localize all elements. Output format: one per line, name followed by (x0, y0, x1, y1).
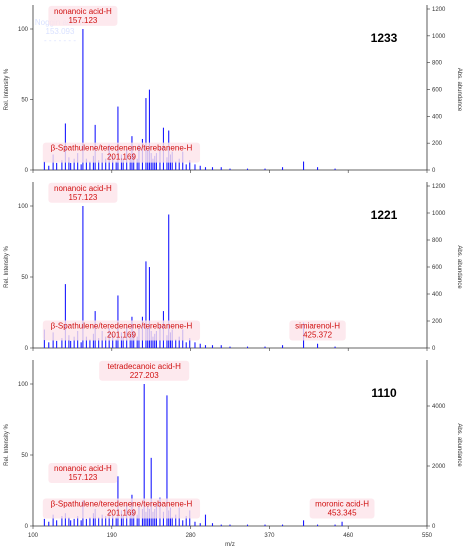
y-right-tick-label: 0 (432, 168, 436, 174)
y-left-axis-title: Rel. Intensity % (4, 68, 10, 110)
x-tick-label: 460 (343, 533, 354, 539)
y-right-tick-label: 0 (432, 524, 436, 530)
annotation-mz-value: 227.203 (130, 371, 159, 380)
y-left-tick-label: 0 (25, 168, 29, 174)
y-left-tick-label: 50 (21, 98, 28, 104)
annotation-compound-name: β-Spathulene/teredenene/terebanene-H (51, 500, 193, 509)
y-left-tick-label: 0 (25, 524, 29, 530)
x-tick-label: 100 (28, 533, 39, 539)
y-left-tick-label: 100 (18, 382, 29, 388)
x-tick-label: 190 (107, 533, 118, 539)
annotation-compound-name: simiarenol-H (295, 322, 340, 331)
y-right-tick-label: 0 (432, 346, 436, 352)
annotation-label-bg (48, 5, 118, 26)
y-right-tick-label: 400 (432, 292, 443, 298)
annotation-compound-name: nonanoic acid-H (54, 184, 112, 193)
annotation-compound-name: nonanoic acid-H (54, 464, 112, 473)
y-right-axis-title: Abs. abundance (456, 68, 462, 112)
faded-label-text: 153.093 (46, 27, 75, 36)
y-right-tick-label: 4000 (432, 404, 446, 410)
x-tick-label: 550 (422, 533, 433, 539)
x-axis-title: m/z (225, 542, 235, 548)
y-right-tick-label: 600 (432, 88, 443, 94)
y-left-axis-title: Rel. Intensity % (4, 245, 10, 287)
annotation-mz-value: 157.123 (68, 193, 97, 202)
annotation-mz-value: 157.123 (68, 473, 97, 482)
faded-label-text: - - - - - - - (44, 36, 76, 45)
annotation-compound-name: nonanoic acid-H (54, 7, 112, 16)
y-right-axis-title: Abs. abundance (456, 245, 462, 289)
annotation-compound-name: β-Spathulene/teredenene/terebanene-H (51, 144, 193, 153)
annotation-compound-name: β-Spathulene/teredenene/terebanene-H (51, 322, 193, 331)
y-right-tick-label: 600 (432, 265, 443, 271)
y-right-tick-label: 2000 (432, 464, 446, 470)
annotation-label-bg (289, 320, 346, 341)
annotation-mz-value: 157.123 (68, 16, 97, 25)
y-right-axis-title: Abs. abundance (456, 423, 462, 467)
y-left-tick-label: 50 (21, 275, 28, 281)
y-right-tick-label: 200 (432, 319, 443, 325)
annotation-label-bg (309, 498, 375, 519)
y-right-tick-label: 1200 (432, 184, 446, 190)
x-tick-label: 370 (264, 533, 275, 539)
annotation-label-bg (42, 320, 201, 341)
annotation-mz-value: 201.169 (107, 509, 136, 518)
annotation-mz-value: 201.169 (107, 153, 136, 162)
annotation-mz-value: 425.372 (303, 331, 332, 340)
y-left-tick-label: 100 (18, 27, 29, 33)
annotation-compound-name: tetradecanoic acid-H (108, 362, 182, 371)
sample-id: 1233 (371, 31, 398, 45)
y-left-axis-title: Rel. Intensity % (4, 423, 10, 465)
y-right-tick-label: 400 (432, 114, 443, 120)
annotation-label-bg (48, 463, 118, 484)
y-right-tick-label: 1000 (432, 211, 446, 217)
y-right-tick-label: 800 (432, 238, 443, 244)
annotation-label-bg (42, 498, 201, 519)
annotation-label-bg (48, 182, 118, 203)
y-left-tick-label: 100 (18, 204, 29, 210)
annotation-label-bg (99, 360, 190, 381)
y-right-tick-label: 800 (432, 61, 443, 67)
annotation-label-bg (42, 142, 201, 163)
annotation-mz-value: 201.169 (107, 331, 136, 340)
sample-id: 1110 (371, 386, 397, 400)
y-left-tick-label: 0 (25, 346, 29, 352)
y-right-tick-label: 1200 (432, 7, 446, 13)
y-left-tick-label: 50 (21, 453, 28, 459)
y-right-tick-label: 1000 (432, 34, 446, 40)
x-tick-label: 280 (186, 533, 197, 539)
annotation-compound-name: moronic acid-H (315, 500, 369, 509)
y-right-tick-label: 200 (432, 141, 443, 147)
annotation-mz-value: 453.345 (328, 509, 357, 518)
sample-id: 1221 (371, 208, 398, 222)
